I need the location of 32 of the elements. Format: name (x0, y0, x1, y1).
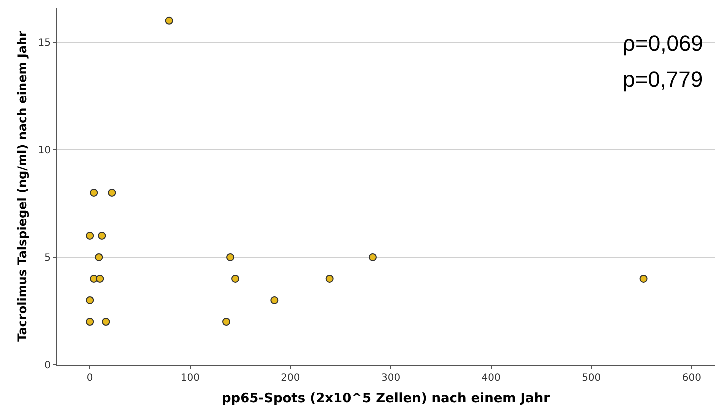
point (222, 318, 231, 326)
x-tick-label: 0 (86, 373, 94, 384)
point (108, 188, 116, 197)
y-tick-label: 10 (38, 145, 51, 156)
x-axis-title: pp65-Spots (2x10^5 Zellen) nach einem Jahr (222, 392, 551, 407)
point (326, 274, 334, 283)
point (86, 318, 94, 326)
y-tick-label: 0 (44, 360, 51, 372)
point (90, 188, 98, 197)
y-axis-title: Tacrolimus Talspiegel (ng/ml) nach einem Jahr (16, 30, 30, 342)
point (102, 318, 110, 326)
annotation: p=0,779 (623, 67, 704, 92)
y-tick-label: 15 (38, 38, 51, 49)
x-tick-label: 500 (582, 373, 602, 384)
point (96, 274, 104, 283)
point (640, 274, 648, 283)
point (232, 274, 240, 283)
point (95, 253, 104, 262)
x-tick-label: 300 (381, 373, 401, 384)
annotation: ρ=0,069 (623, 31, 704, 56)
point (368, 253, 377, 262)
x-tick-label: 200 (281, 373, 300, 384)
x-tick-label: 400 (482, 373, 501, 384)
x-tick-label: 600 (682, 373, 702, 384)
point (98, 232, 106, 240)
point (86, 232, 94, 240)
x-tick-label: 100 (180, 373, 200, 384)
y-tick-label: 5 (44, 252, 51, 264)
point (270, 296, 279, 304)
point (226, 253, 235, 262)
point (165, 16, 174, 25)
point (86, 296, 94, 304)
